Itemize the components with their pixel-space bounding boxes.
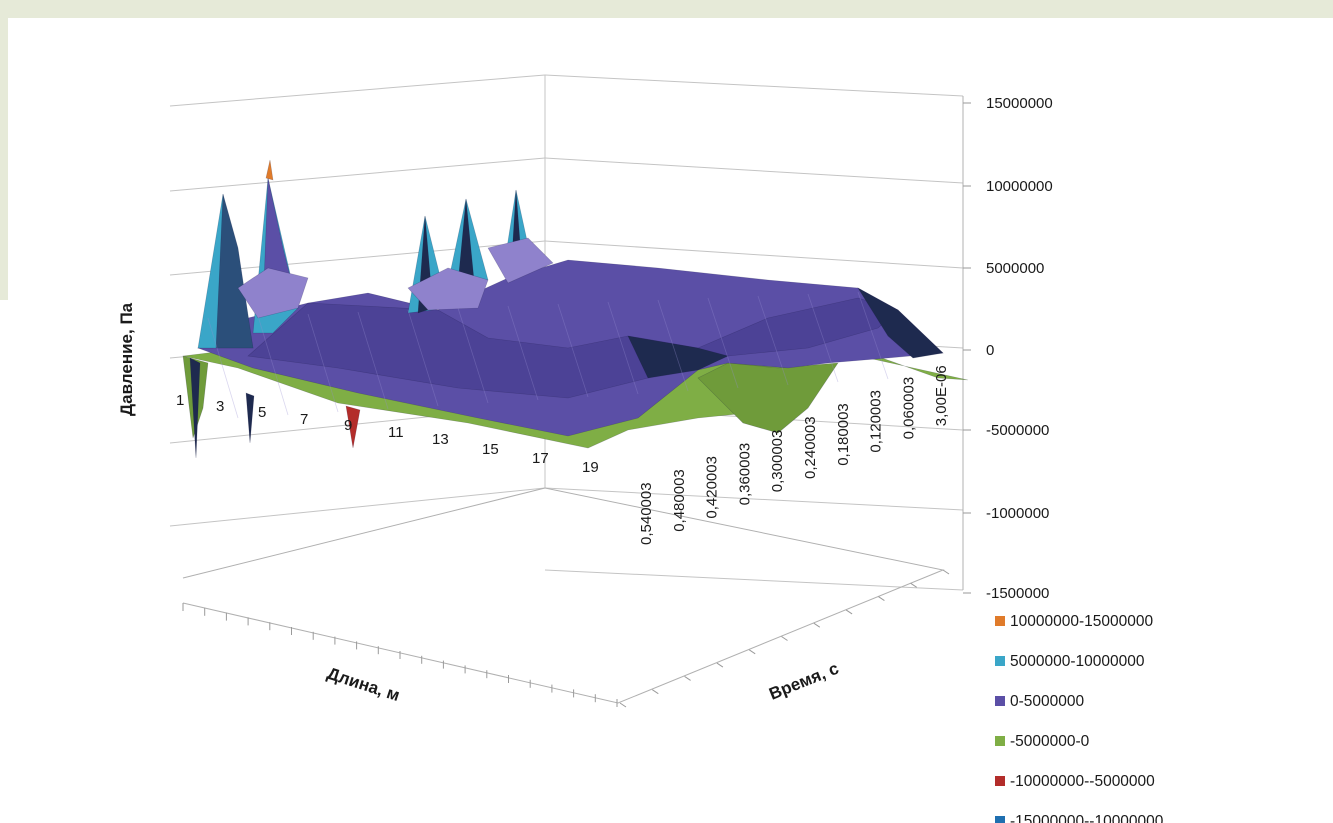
y-tick-label: 3,00E-06 (933, 365, 950, 426)
y-floor-tick (716, 662, 724, 668)
legend-label: -5000000-0 (1010, 733, 1090, 750)
surface-mesh (257, 315, 289, 416)
y-floor-tick (652, 689, 659, 695)
surface-mesh (457, 307, 489, 404)
x-tick-label: 5 (258, 404, 266, 421)
gridline (544, 569, 964, 591)
legend-swatch (995, 776, 1005, 786)
y-floor-tick (942, 569, 950, 575)
y-tick-label: 0,540003 (638, 482, 655, 545)
y-tick-label: 0,480003 (671, 469, 688, 532)
legend-swatch (995, 616, 1005, 626)
surface-facet (245, 392, 255, 444)
y-floor-tick (813, 622, 821, 628)
y-tick-label: 0,360003 (736, 443, 753, 506)
x-tick-label: 7 (300, 411, 308, 428)
gridline (544, 74, 964, 97)
surface-chart: 150000001000000050000000-5000000-1000000… (117, 74, 1164, 823)
surface-mesh (357, 311, 389, 410)
z-tick-label: 10000000 (986, 178, 1053, 195)
gridline (544, 240, 964, 269)
surface-facet (857, 287, 944, 359)
y-floor-tick (910, 582, 917, 588)
surface-mesh (557, 303, 589, 398)
x-tick-label: 19 (582, 459, 599, 476)
surface-mesh (507, 305, 539, 401)
z-tick-label: 15000000 (986, 95, 1053, 112)
surface-mesh (807, 293, 839, 383)
surface-facet (265, 159, 274, 181)
y-tick-label: 0,240003 (802, 416, 819, 479)
y-axis-ticks: 0,540003 0,480003 0,420003 0,360003 0,300003… (638, 365, 950, 545)
z-axis-title: Давление, Па (117, 302, 136, 416)
surface-mesh (857, 291, 889, 380)
gridline (544, 157, 964, 184)
surface-mesh (707, 297, 739, 389)
surface-mesh (307, 313, 339, 413)
chart-area: 15000000 10000000 5000000 0 -5000000 -1000000… (8, 18, 1328, 823)
x-tick-label: 13 (432, 431, 449, 448)
z-tick-label: 5000000 (986, 260, 1044, 277)
legend: 10000000-15000000 5000000-10000000 0-50000… (995, 613, 1164, 823)
legend-swatch (995, 736, 1005, 746)
surface-facet (487, 237, 554, 284)
surface-facet (697, 362, 839, 434)
y-floor-tick (619, 702, 627, 708)
z-tick-label: -1000000 (986, 505, 1049, 522)
x-tick-label: 11 (388, 424, 404, 441)
y-tick-label: 0,060003 (900, 377, 917, 440)
legend-swatch (995, 696, 1005, 706)
surface-facet (345, 405, 361, 449)
gridline (544, 487, 964, 511)
surface-mesh (207, 317, 239, 419)
legend-swatch (995, 656, 1005, 666)
gridline (169, 157, 546, 192)
legend-swatch (995, 816, 1005, 823)
y-tick-label: 0,420003 (704, 456, 721, 519)
y-floor-tick (845, 609, 853, 615)
surface-plot (182, 159, 969, 459)
surface-mesh (657, 299, 689, 392)
gridline (169, 74, 546, 107)
y-tick-label: 0,300003 (769, 430, 786, 493)
x-tick-label: 1 (176, 392, 184, 409)
surface-facet (407, 267, 489, 311)
y-floor-tick (878, 596, 885, 602)
z-tick-label: -1500000 (986, 585, 1049, 602)
z-axis-ticks: 15000000 10000000 5000000 0 -5000000 -1000000… (963, 95, 1053, 602)
surface-facet (237, 267, 309, 319)
legend-label: -10000000--5000000 (1010, 773, 1155, 790)
y-floor-tick (684, 675, 691, 681)
y-tick-label: 0,180003 (835, 403, 852, 466)
legend-label: 5000000-10000000 (1010, 653, 1145, 670)
x-tick-label: 9 (344, 417, 352, 434)
legend-label: -15000000--10000000 (1010, 813, 1164, 823)
x-tick-label: 3 (216, 398, 224, 415)
y-floor-tick (748, 649, 756, 655)
y-axis-title: Время, с (766, 659, 841, 704)
legend-label: 0-5000000 (1010, 693, 1085, 710)
surface-mesh (607, 301, 639, 395)
surface-mesh (757, 295, 789, 386)
x-tick-label: 15 (482, 441, 499, 458)
z-tick-label: -5000000 (986, 422, 1049, 439)
legend-label: 10000000-15000000 (1010, 613, 1153, 630)
surface-facet (627, 335, 729, 379)
y-floor-tick (781, 636, 788, 641)
surface-mesh (407, 309, 439, 407)
y-tick-label: 0,120003 (868, 390, 885, 453)
z-tick-label: 0 (986, 342, 994, 359)
x-axis-title: Длина, м (325, 664, 402, 705)
surface-facet (189, 357, 201, 459)
gridline (169, 487, 546, 527)
x-tick-label: 17 (532, 450, 549, 467)
surface-facet (215, 193, 254, 349)
